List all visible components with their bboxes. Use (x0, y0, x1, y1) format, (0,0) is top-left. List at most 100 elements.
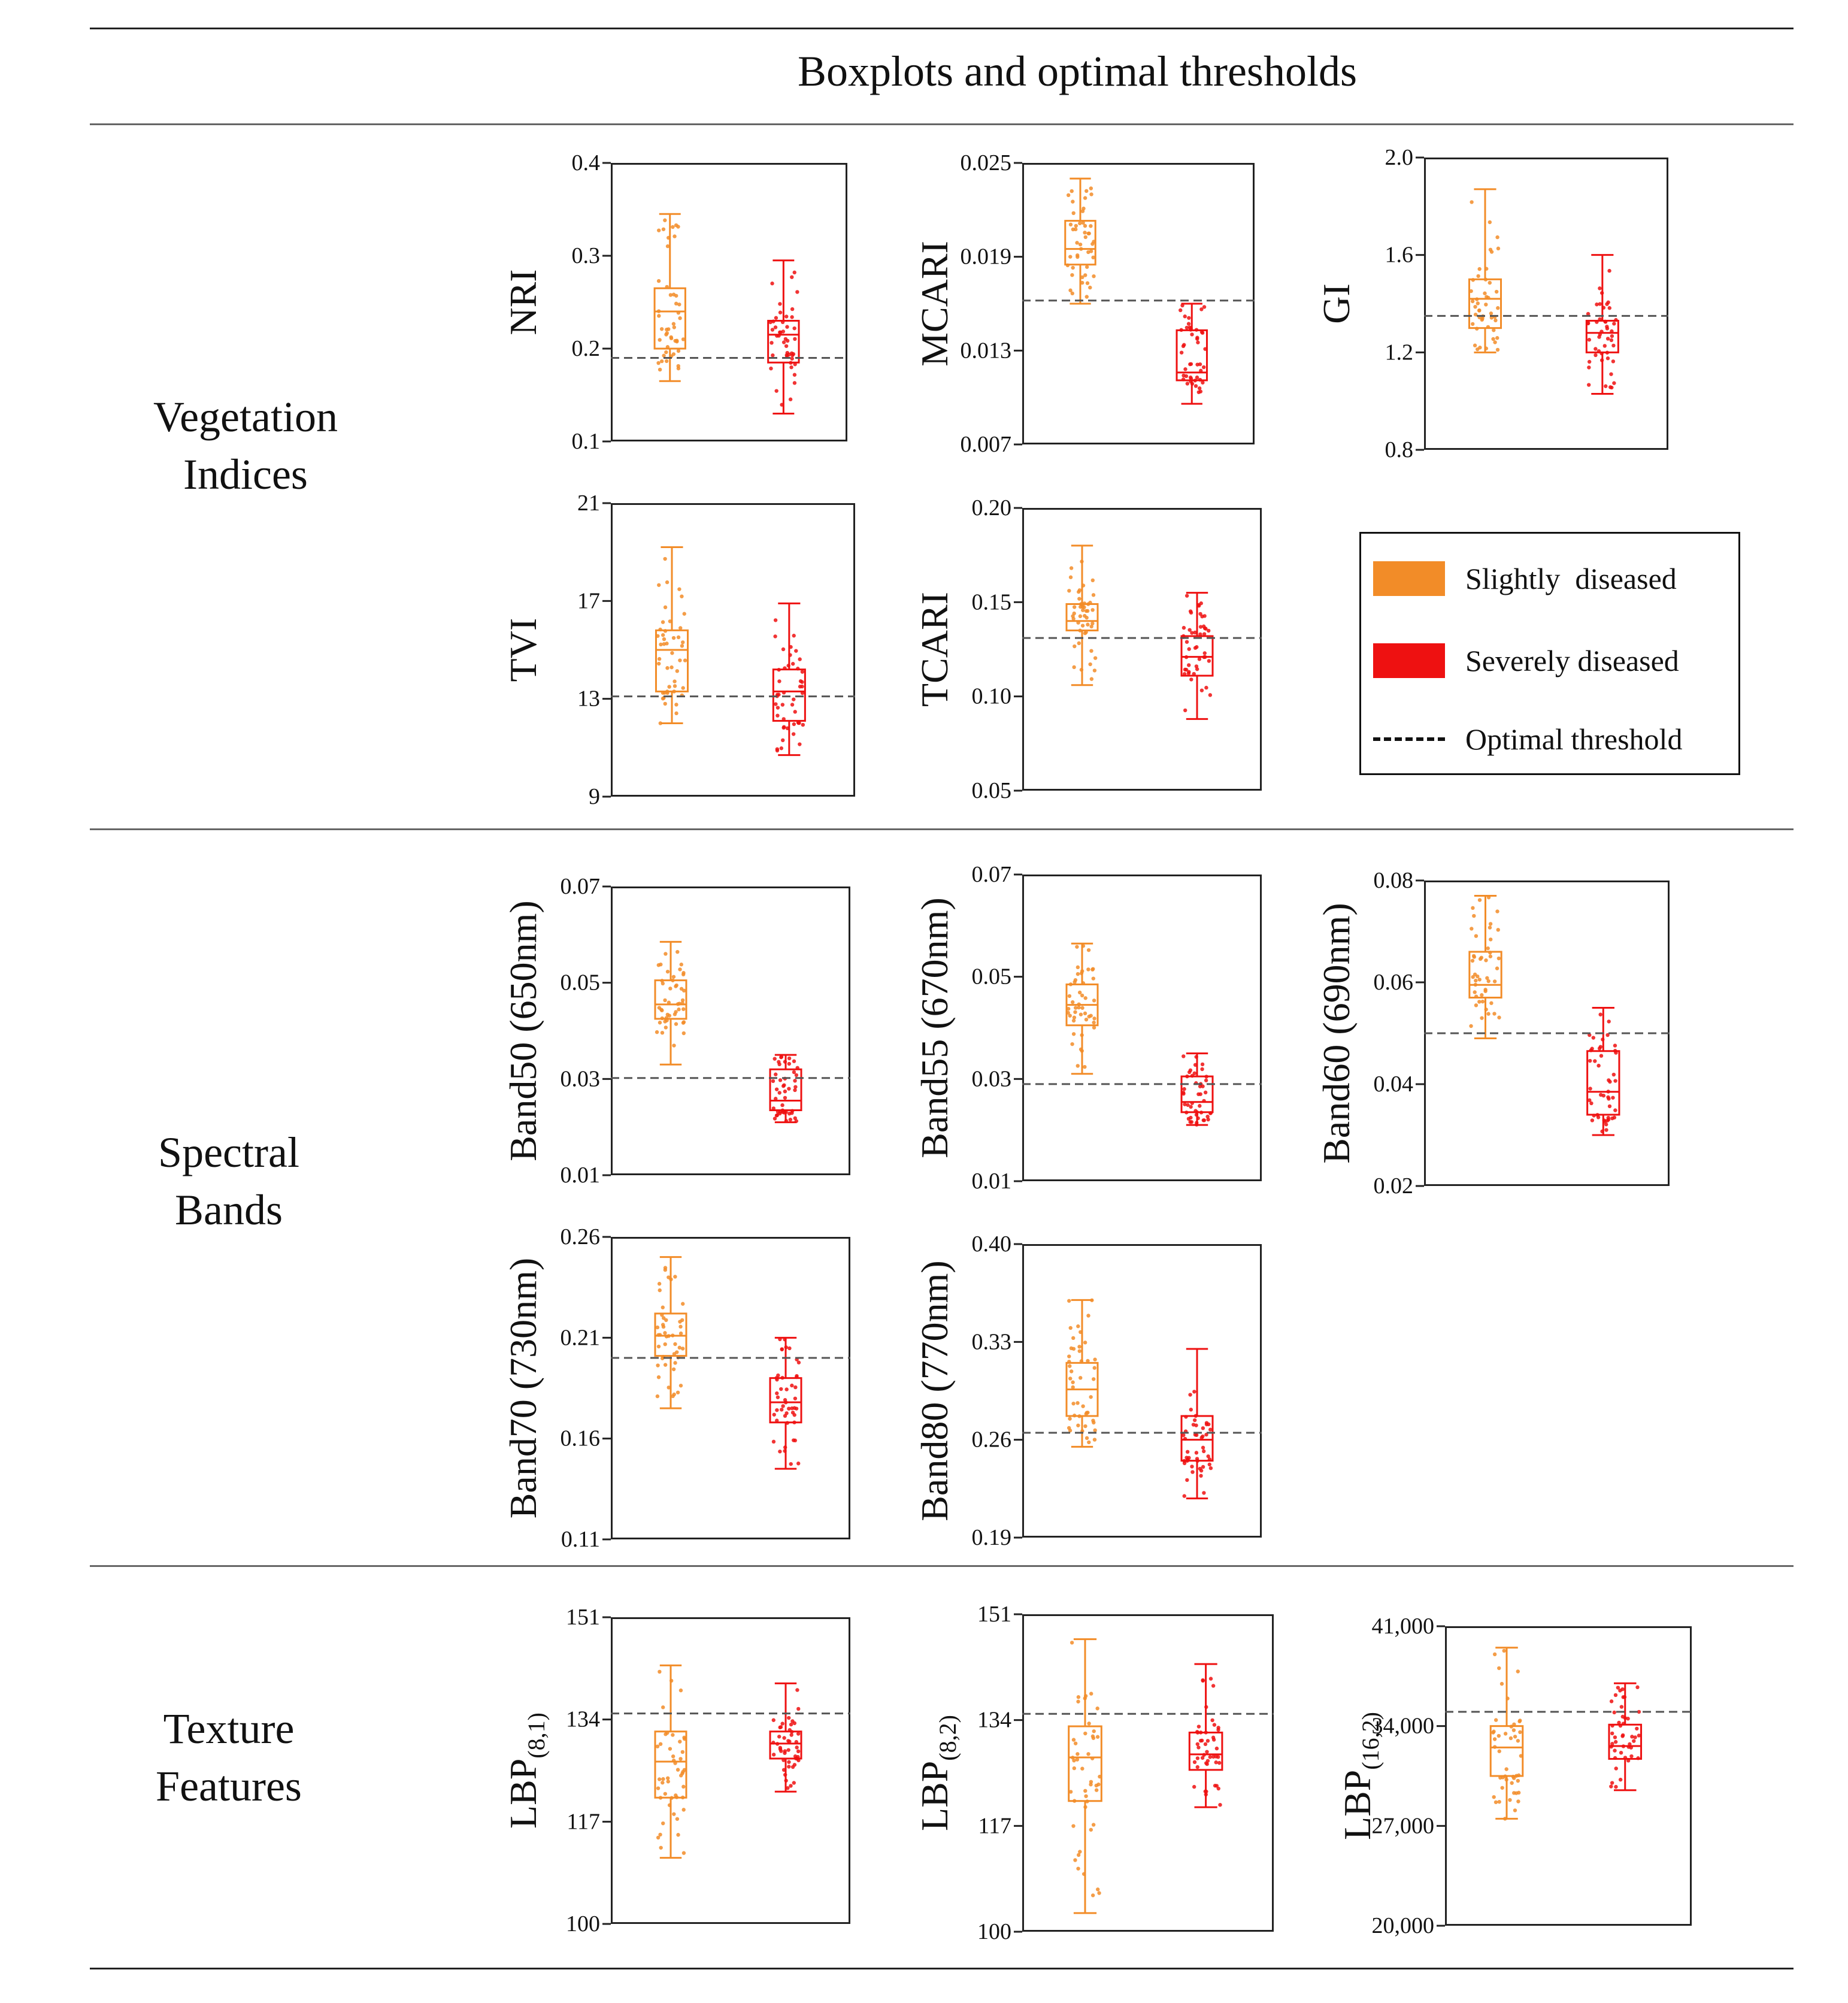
data-point (790, 703, 795, 707)
data-point (1473, 312, 1478, 317)
data-point (1081, 944, 1086, 948)
data-point (1190, 1073, 1195, 1078)
y-tick-label: 0.019 (961, 244, 1012, 270)
data-point (1092, 1377, 1096, 1381)
data-point (1609, 372, 1613, 376)
data-point (679, 1774, 683, 1778)
data-point (676, 1833, 680, 1837)
data-point (1217, 1760, 1222, 1765)
data-point (1090, 1756, 1095, 1760)
data-point (1184, 374, 1189, 379)
data-point (1092, 1025, 1096, 1030)
box-severely-diseased (1180, 1052, 1214, 1127)
data-point (1190, 1101, 1194, 1105)
data-point (1093, 656, 1098, 660)
data-point (1180, 303, 1184, 308)
data-point (1493, 318, 1498, 323)
data-point (1195, 645, 1199, 649)
data-point (1080, 1006, 1084, 1010)
data-point (795, 1375, 799, 1379)
data-point (1068, 288, 1073, 292)
data-point (1072, 1015, 1077, 1019)
data-point (784, 1345, 788, 1350)
data-point (1495, 235, 1499, 240)
data-point (775, 713, 780, 718)
data-point (792, 1406, 796, 1410)
data-point (790, 1719, 795, 1723)
data-point (1486, 295, 1490, 300)
data-point (793, 1116, 798, 1121)
y-axis-label: TCARI (913, 592, 956, 707)
data-point (1493, 1718, 1498, 1722)
data-point (777, 334, 781, 338)
data-point (786, 1786, 790, 1790)
data-point (1619, 1750, 1623, 1755)
data-point (671, 322, 676, 326)
data-point (1070, 1042, 1074, 1046)
data-point (1183, 1436, 1187, 1441)
data-point (777, 679, 781, 683)
data-point (669, 1678, 674, 1683)
data-point (1202, 1099, 1206, 1103)
data-point (1068, 1429, 1073, 1433)
data-point (1071, 1385, 1075, 1390)
data-point (1199, 1473, 1203, 1478)
data-point (1208, 1755, 1213, 1759)
data-point (1093, 1357, 1097, 1361)
data-point (1485, 976, 1489, 981)
data-point (676, 349, 681, 353)
data-point (1083, 1011, 1087, 1016)
plot-frame (611, 1617, 850, 1924)
data-point (671, 975, 676, 979)
data-point (778, 310, 783, 314)
y-axis-label-text: LBP (913, 1761, 956, 1831)
data-point (1182, 1087, 1186, 1091)
data-point (1179, 308, 1183, 313)
data-point (1198, 1738, 1203, 1743)
data-point (655, 1394, 660, 1399)
data-point (1181, 1433, 1186, 1438)
data-point (668, 619, 672, 624)
data-point (1602, 344, 1607, 348)
data-point (678, 967, 682, 972)
boxplot-svg-nri: 0.1 0.2 0.3 0.4 NRI (502, 150, 847, 454)
data-point (785, 338, 790, 343)
data-point (1616, 1686, 1620, 1690)
data-point (667, 235, 671, 240)
data-point (1190, 332, 1194, 337)
data-point (665, 327, 669, 332)
data-point (1072, 611, 1076, 616)
y-tick-label: 34,000 (1372, 1714, 1435, 1739)
data-point (1495, 347, 1500, 352)
data-point (1092, 1729, 1096, 1733)
data-point (773, 618, 778, 622)
box-slightly-diseased (1468, 188, 1502, 353)
data-point (793, 710, 797, 714)
data-point (1086, 250, 1090, 255)
data-point (1185, 382, 1190, 386)
data-point (1204, 1792, 1208, 1797)
y-tick-label: 0.10 (972, 684, 1012, 709)
data-point (1598, 317, 1602, 322)
data-point (1207, 1422, 1211, 1427)
data-point (1629, 1754, 1634, 1759)
data-point (1588, 1087, 1592, 1091)
data-point (1203, 1742, 1208, 1747)
data-point (680, 644, 684, 648)
data-point (658, 1777, 662, 1781)
section-label-vegetation-indices: Vegetation Indices (153, 393, 338, 498)
data-point (1196, 1116, 1200, 1121)
data-point (792, 697, 796, 701)
data-point (780, 703, 785, 707)
data-point (1182, 343, 1186, 347)
data-point (1196, 340, 1200, 344)
data-point (1492, 1737, 1497, 1741)
data-point (1189, 610, 1193, 615)
data-point (1469, 289, 1473, 294)
data-point (1198, 389, 1203, 394)
data-point (656, 1375, 661, 1379)
data-point (1203, 1090, 1208, 1095)
data-point (787, 1061, 792, 1066)
data-point (1600, 1129, 1604, 1134)
data-point (1070, 291, 1074, 296)
